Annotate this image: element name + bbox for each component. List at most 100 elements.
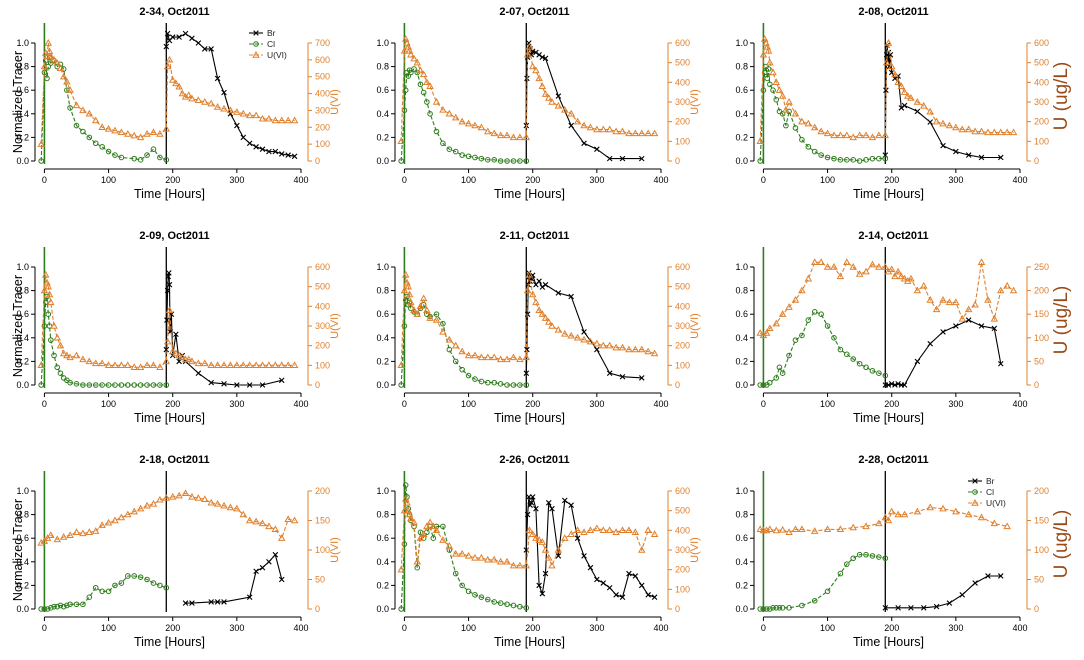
x-tick-label: 0 <box>402 175 407 185</box>
data-point <box>72 101 81 109</box>
data-point <box>259 564 266 571</box>
x-tick-label: 300 <box>589 175 604 185</box>
right-tick-label: 500 <box>675 506 690 516</box>
data-point <box>91 359 100 367</box>
data-point <box>50 55 58 63</box>
data-point <box>990 128 999 136</box>
data-point <box>45 311 52 318</box>
data-point <box>214 75 221 82</box>
panel-title: 2-09, Oct2011 <box>139 230 209 242</box>
data-point <box>926 503 934 511</box>
series-line <box>525 496 655 598</box>
x-tick-label: 100 <box>101 623 116 633</box>
data-point <box>472 376 478 382</box>
data-point <box>542 55 549 62</box>
data-point <box>776 605 783 611</box>
right-tick-label: 250 <box>1034 262 1049 272</box>
x-tick-label: 300 <box>229 175 244 185</box>
data-point <box>650 530 659 537</box>
chart-panel-4: 2-09, Oct2011 0.0 0.2 0.4 0.6 0.8 1.0 Normalize… <box>11 230 341 425</box>
data-point <box>523 382 530 388</box>
left-tick-label: 0.0 <box>735 156 748 166</box>
left-tick-label: 0.2 <box>735 580 748 590</box>
data-point <box>459 152 465 158</box>
right-tick-label: 50 <box>1034 356 1044 366</box>
data-point <box>555 93 562 99</box>
data-point <box>405 505 412 512</box>
right-tick-label: 100 <box>315 545 330 555</box>
data-point <box>824 154 831 161</box>
series-uvi <box>397 494 659 573</box>
data-point <box>398 606 405 612</box>
left-tick-label: 1.0 <box>376 38 389 48</box>
data-point <box>143 361 151 369</box>
data-point <box>638 129 646 137</box>
data-point <box>143 130 151 137</box>
x-tick-label: 100 <box>461 175 476 185</box>
left-axis-label: Normalized Tracer <box>11 51 25 153</box>
data-point <box>162 357 171 365</box>
data-point <box>400 286 409 294</box>
data-point <box>440 140 446 147</box>
data-point <box>504 382 510 388</box>
left-tick-label: 0.6 <box>376 309 389 319</box>
data-point <box>843 131 851 139</box>
data-point <box>162 494 171 501</box>
data-point <box>150 382 157 388</box>
legend-marker <box>971 498 979 506</box>
data-point <box>472 592 478 598</box>
x-tick-label: 0 <box>42 175 47 185</box>
data-point <box>856 360 863 367</box>
series-line <box>40 296 167 386</box>
data-point <box>405 510 414 518</box>
data-point <box>124 361 132 369</box>
data-point <box>178 89 187 97</box>
data-point <box>491 379 498 386</box>
data-point <box>54 364 61 371</box>
data-point <box>810 258 819 265</box>
data-point <box>423 306 431 313</box>
left-tick-label: 0.8 <box>376 510 389 520</box>
data-point <box>844 561 850 567</box>
data-point <box>258 361 267 369</box>
series-cl <box>757 63 889 164</box>
data-point <box>561 534 569 541</box>
data-point <box>213 361 222 369</box>
data-point <box>626 570 632 577</box>
x-tick-label: 300 <box>948 623 963 633</box>
data-point <box>593 125 601 133</box>
data-point <box>195 40 202 46</box>
data-point <box>541 545 550 553</box>
series-line <box>165 272 282 386</box>
data-point <box>509 353 518 361</box>
data-point <box>844 351 850 358</box>
data-point <box>163 346 170 353</box>
series-cl <box>38 293 170 388</box>
data-point <box>769 68 777 76</box>
left-tick-label: 0.0 <box>376 156 389 166</box>
data-point <box>405 46 414 54</box>
data-point <box>533 49 539 56</box>
data-point <box>940 329 946 335</box>
data-point <box>523 370 530 376</box>
data-point <box>517 158 523 164</box>
data-point <box>554 325 563 333</box>
data-point <box>397 565 405 573</box>
data-point <box>767 606 773 612</box>
data-point <box>246 594 253 600</box>
data-point <box>773 375 780 381</box>
x-tick-label: 400 <box>653 175 668 185</box>
data-point <box>85 528 94 535</box>
data-point <box>573 117 582 125</box>
right-tick-label: 200 <box>675 117 690 127</box>
left-tick-label: 0.8 <box>16 286 29 296</box>
data-point <box>605 526 614 534</box>
data-point <box>407 50 415 58</box>
data-point <box>112 582 118 589</box>
data-point <box>477 553 486 561</box>
right-tick-label: 600 <box>675 262 690 272</box>
data-point <box>757 606 764 612</box>
data-point <box>791 296 800 303</box>
data-point <box>939 504 947 512</box>
data-point <box>651 594 658 600</box>
